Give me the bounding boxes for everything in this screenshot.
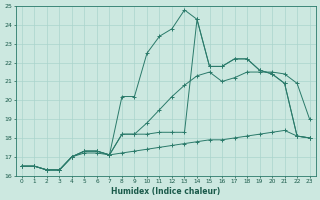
X-axis label: Humidex (Indice chaleur): Humidex (Indice chaleur): [111, 187, 220, 196]
